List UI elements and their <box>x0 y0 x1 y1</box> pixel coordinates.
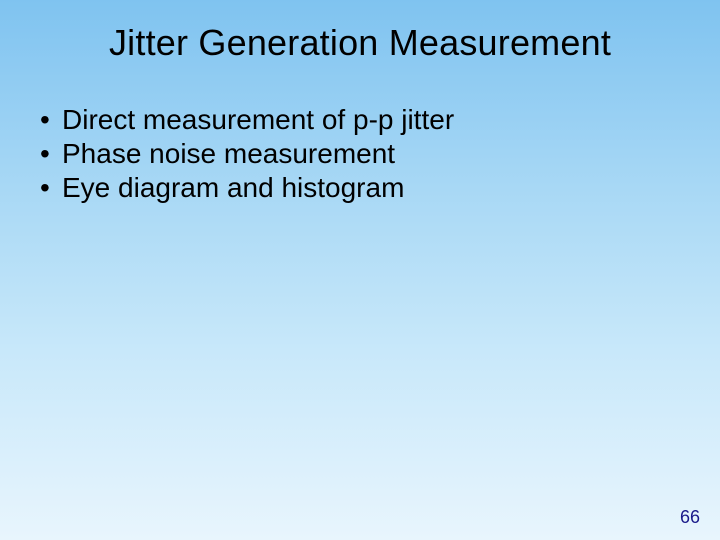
slide-title: Jitter Generation Measurement <box>0 22 720 64</box>
bullet-list: • Direct measurement of p-p jitter • Pha… <box>36 103 454 205</box>
list-item: • Eye diagram and histogram <box>36 171 454 205</box>
bullet-icon: • <box>36 103 62 137</box>
page-number: 66 <box>680 507 700 528</box>
list-item: • Phase noise measurement <box>36 137 454 171</box>
bullet-icon: • <box>36 137 62 171</box>
bullet-text: Eye diagram and histogram <box>62 171 404 205</box>
bullet-text: Phase noise measurement <box>62 137 395 171</box>
bullet-text: Direct measurement of p-p jitter <box>62 103 454 137</box>
bullet-icon: • <box>36 171 62 205</box>
list-item: • Direct measurement of p-p jitter <box>36 103 454 137</box>
slide: Jitter Generation Measurement • Direct m… <box>0 0 720 540</box>
